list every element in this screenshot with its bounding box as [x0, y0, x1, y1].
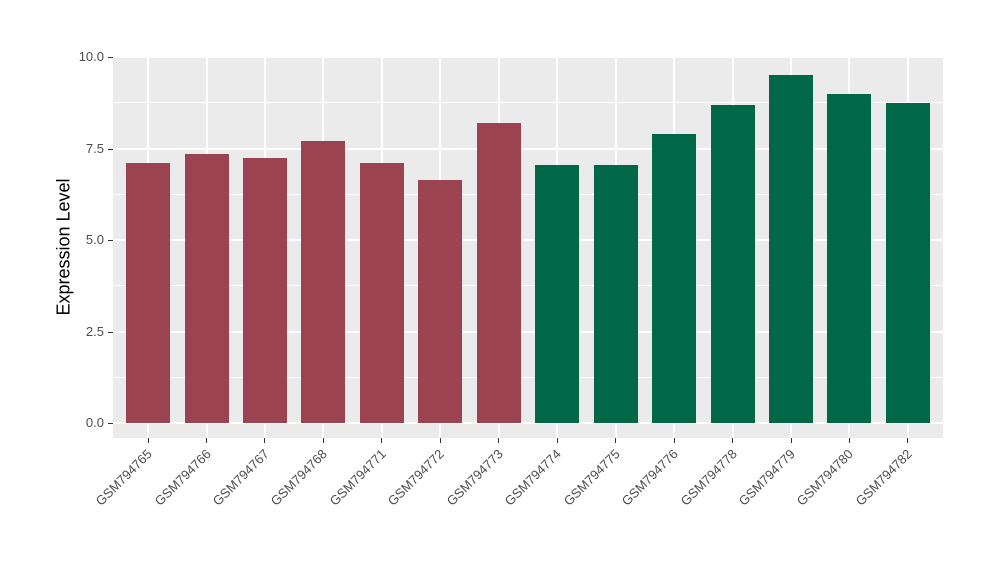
y-tick-label: 2.5 — [85, 323, 104, 339]
bar-GSM794771 — [359, 163, 404, 423]
y-tick-label: 5.0 — [85, 232, 104, 247]
x-tick-label-GSM794765: GSM794765 — [92, 446, 155, 509]
x-tick-mark — [264, 438, 266, 443]
x-tick-mark — [790, 438, 792, 443]
bar-GSM794774 — [535, 164, 580, 423]
major-gridline — [113, 239, 943, 241]
x-tick-mark — [439, 438, 441, 443]
bar-GSM794779 — [769, 75, 814, 423]
x-tick-mark — [907, 438, 909, 443]
bar-GSM794775 — [593, 164, 638, 423]
bar-GSM794766 — [184, 154, 229, 423]
x-tick-label-GSM794766: GSM794766 — [151, 446, 214, 509]
bar-GSM794782 — [885, 102, 930, 423]
y-tick-mark — [108, 240, 113, 241]
y-tick-label: 10.0 — [78, 49, 104, 64]
x-tick-label-GSM794772: GSM794772 — [385, 446, 448, 509]
x-tick-mark — [673, 438, 675, 443]
x-tick-label-GSM794782: GSM794782 — [852, 446, 915, 509]
y-tick-label: 7.5 — [85, 140, 104, 156]
x-tick-mark — [615, 438, 617, 443]
x-tick-label-GSM794779: GSM794779 — [735, 446, 798, 509]
x-tick-label-GSM794771: GSM794771 — [326, 446, 389, 509]
x-tick-label-GSM794780: GSM794780 — [794, 446, 857, 509]
plot-panel — [113, 57, 943, 438]
x-tick-mark — [206, 438, 208, 443]
minor-gridline — [113, 193, 943, 195]
x-tick-mark — [498, 438, 500, 443]
bar-GSM794767 — [242, 157, 287, 423]
bar-GSM794780 — [827, 93, 872, 423]
x-tick-label-GSM794775: GSM794775 — [560, 446, 623, 509]
y-tick-label: 0.0 — [85, 415, 104, 430]
x-tick-label-GSM794778: GSM794778 — [677, 446, 740, 509]
x-tick-mark — [322, 438, 324, 443]
bar-GSM794772 — [418, 179, 463, 423]
bar-GSM794773 — [476, 122, 521, 423]
bar-GSM794765 — [126, 163, 171, 423]
major-gridline — [113, 147, 943, 150]
x-tick-mark — [848, 438, 850, 443]
major-gridline — [113, 422, 943, 424]
x-tick-mark — [732, 438, 734, 443]
bar-GSM794768 — [301, 141, 346, 423]
minor-gridline — [113, 285, 943, 287]
minor-gridline — [113, 102, 943, 104]
bar-GSM794776 — [652, 133, 697, 423]
x-tick-label-GSM794774: GSM794774 — [501, 446, 565, 509]
x-tick-label-GSM794773: GSM794773 — [443, 446, 506, 509]
x-tick-mark — [381, 438, 383, 443]
x-tick-label-GSM794767: GSM794767 — [209, 446, 272, 509]
x-tick-label-GSM794776: GSM794776 — [618, 446, 682, 509]
x-tick-label-GSM794768: GSM794768 — [268, 446, 331, 509]
y-tick-mark — [108, 148, 113, 150]
major-gridline — [113, 330, 943, 333]
bar-GSM794778 — [710, 104, 755, 423]
y-tick-mark — [108, 57, 113, 58]
major-gridline — [113, 57, 943, 58]
y-tick-mark — [108, 331, 113, 333]
x-tick-mark — [556, 438, 558, 443]
minor-gridline — [113, 376, 943, 378]
y-tick-mark — [108, 423, 113, 424]
x-tick-mark — [147, 438, 149, 443]
